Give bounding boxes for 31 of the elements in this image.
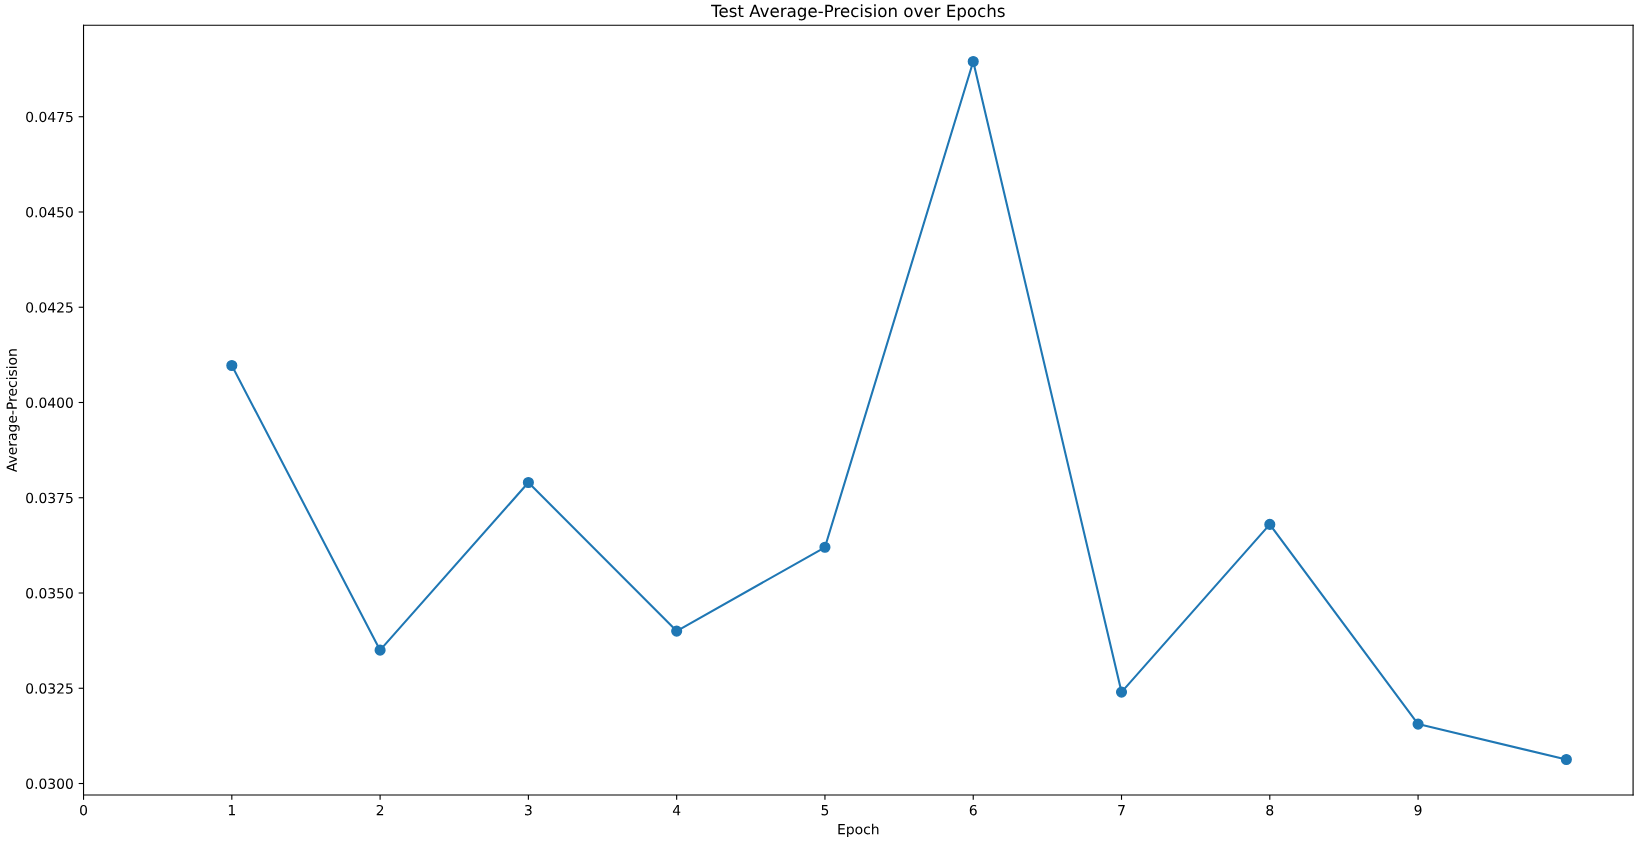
point <box>1264 518 1276 530</box>
point <box>226 359 238 372</box>
y-tick-label: 0.0325 <box>26 683 73 694</box>
chart-title: Test Average-Precision over Epochs <box>711 4 1005 21</box>
x-tick-label: 4 <box>672 805 681 816</box>
point <box>967 55 979 68</box>
point <box>1115 686 1128 698</box>
point <box>671 625 683 637</box>
x-tick-label: 2 <box>376 804 384 816</box>
x-tick-label: 7 <box>1118 805 1125 816</box>
y-axis-title: Average-Precision <box>6 349 20 473</box>
point <box>1412 718 1424 730</box>
y-tick-label: 0.0350 <box>26 587 73 599</box>
y-tick-label: 0.0300 <box>26 778 73 789</box>
x-axis-title: Epoch <box>838 823 879 838</box>
y-tick-label: 0.0475 <box>26 111 73 123</box>
y-tick-label: 0.0400 <box>26 397 73 408</box>
point <box>1560 753 1572 766</box>
y-tick-label: 0.0425 <box>26 302 73 313</box>
y-tick-label: 0.0450 <box>26 206 73 218</box>
x-tick-label: 8 <box>1266 804 1274 816</box>
point <box>374 644 386 656</box>
x-tick-label: 1 <box>228 805 235 816</box>
x-tick-label: 0 <box>80 804 88 816</box>
point <box>522 476 534 489</box>
x-tick-label: 6 <box>969 804 977 816</box>
x-tick-label: 9 <box>1414 804 1422 816</box>
point <box>819 541 831 553</box>
y-tick-label: 0.0375 <box>26 492 73 504</box>
x-tick-label: 5 <box>821 805 829 816</box>
x-tick-label: 3 <box>525 804 532 816</box>
